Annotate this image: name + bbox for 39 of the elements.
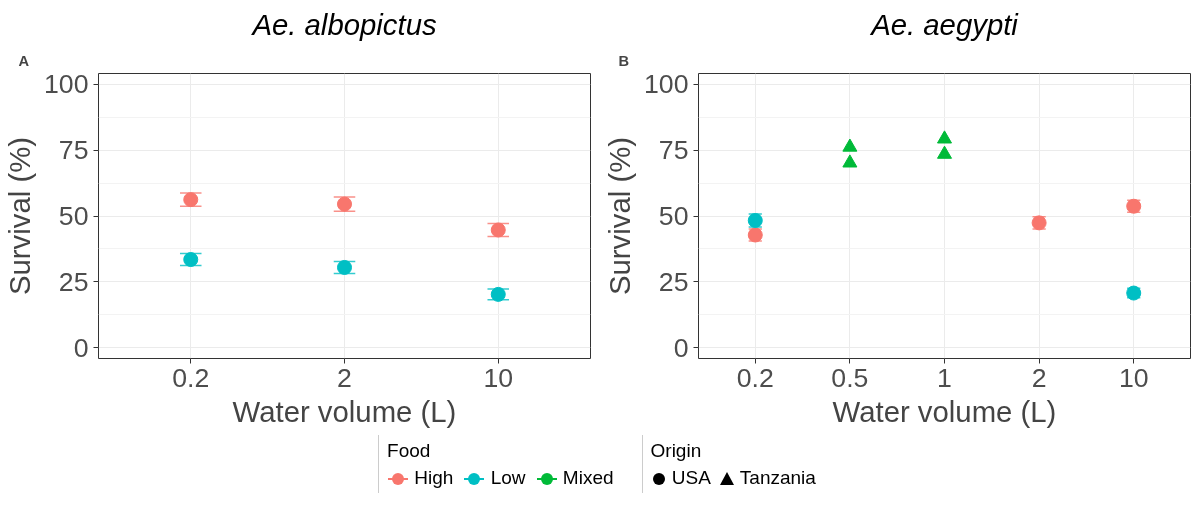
y-tick-label: 0 [73, 332, 89, 363]
text: B [618, 52, 630, 69]
x-tick-label: 2 [337, 362, 352, 393]
y-tick-label: 75 [658, 135, 689, 166]
x-tick-label: 2 [1031, 362, 1047, 393]
x-axis-title: Water volume (L) [832, 394, 1057, 428]
y-tick-label: 100 [644, 69, 689, 100]
x-axis-title: Water volume (L) [232, 394, 457, 428]
point [490, 286, 506, 302]
y-tick-label: 100 [44, 69, 89, 100]
legend-label: Low [489, 467, 526, 489]
text: USA [670, 467, 711, 489]
text: Tanzania [738, 467, 816, 489]
y-tick-label: 75 [58, 135, 89, 166]
text: A [18, 52, 30, 69]
legend-label: Mixed [561, 467, 614, 489]
point [183, 192, 199, 208]
legend-label: High [413, 467, 454, 489]
chart-title: Ae. albopictus [250, 7, 437, 41]
y-tick-label: 0 [673, 332, 689, 363]
y-tick-label: 25 [658, 266, 689, 297]
text: Origin [650, 439, 703, 463]
point [337, 259, 352, 275]
y-tick-label: 50 [58, 201, 89, 231]
y-tick-label: 50 [658, 201, 689, 231]
y-axis-title: Survival (%) [3, 136, 37, 296]
legend-title: Food [387, 439, 432, 463]
x-tick-label: 0.2 [736, 362, 774, 393]
point [183, 252, 199, 268]
point [490, 222, 506, 238]
x-tick-label: 10 [483, 362, 514, 393]
x-tick-label: 10 [1118, 362, 1149, 393]
y-axis-title: Survival (%) [603, 136, 637, 296]
point [337, 196, 352, 212]
x-tick-label: 0.2 [172, 362, 210, 393]
chart-title: Ae. aegypti [869, 7, 1020, 41]
x-tick-label: 1 [937, 362, 952, 393]
x-tick-label: 0.5 [831, 362, 869, 393]
y-tick-label: 25 [58, 266, 89, 297]
